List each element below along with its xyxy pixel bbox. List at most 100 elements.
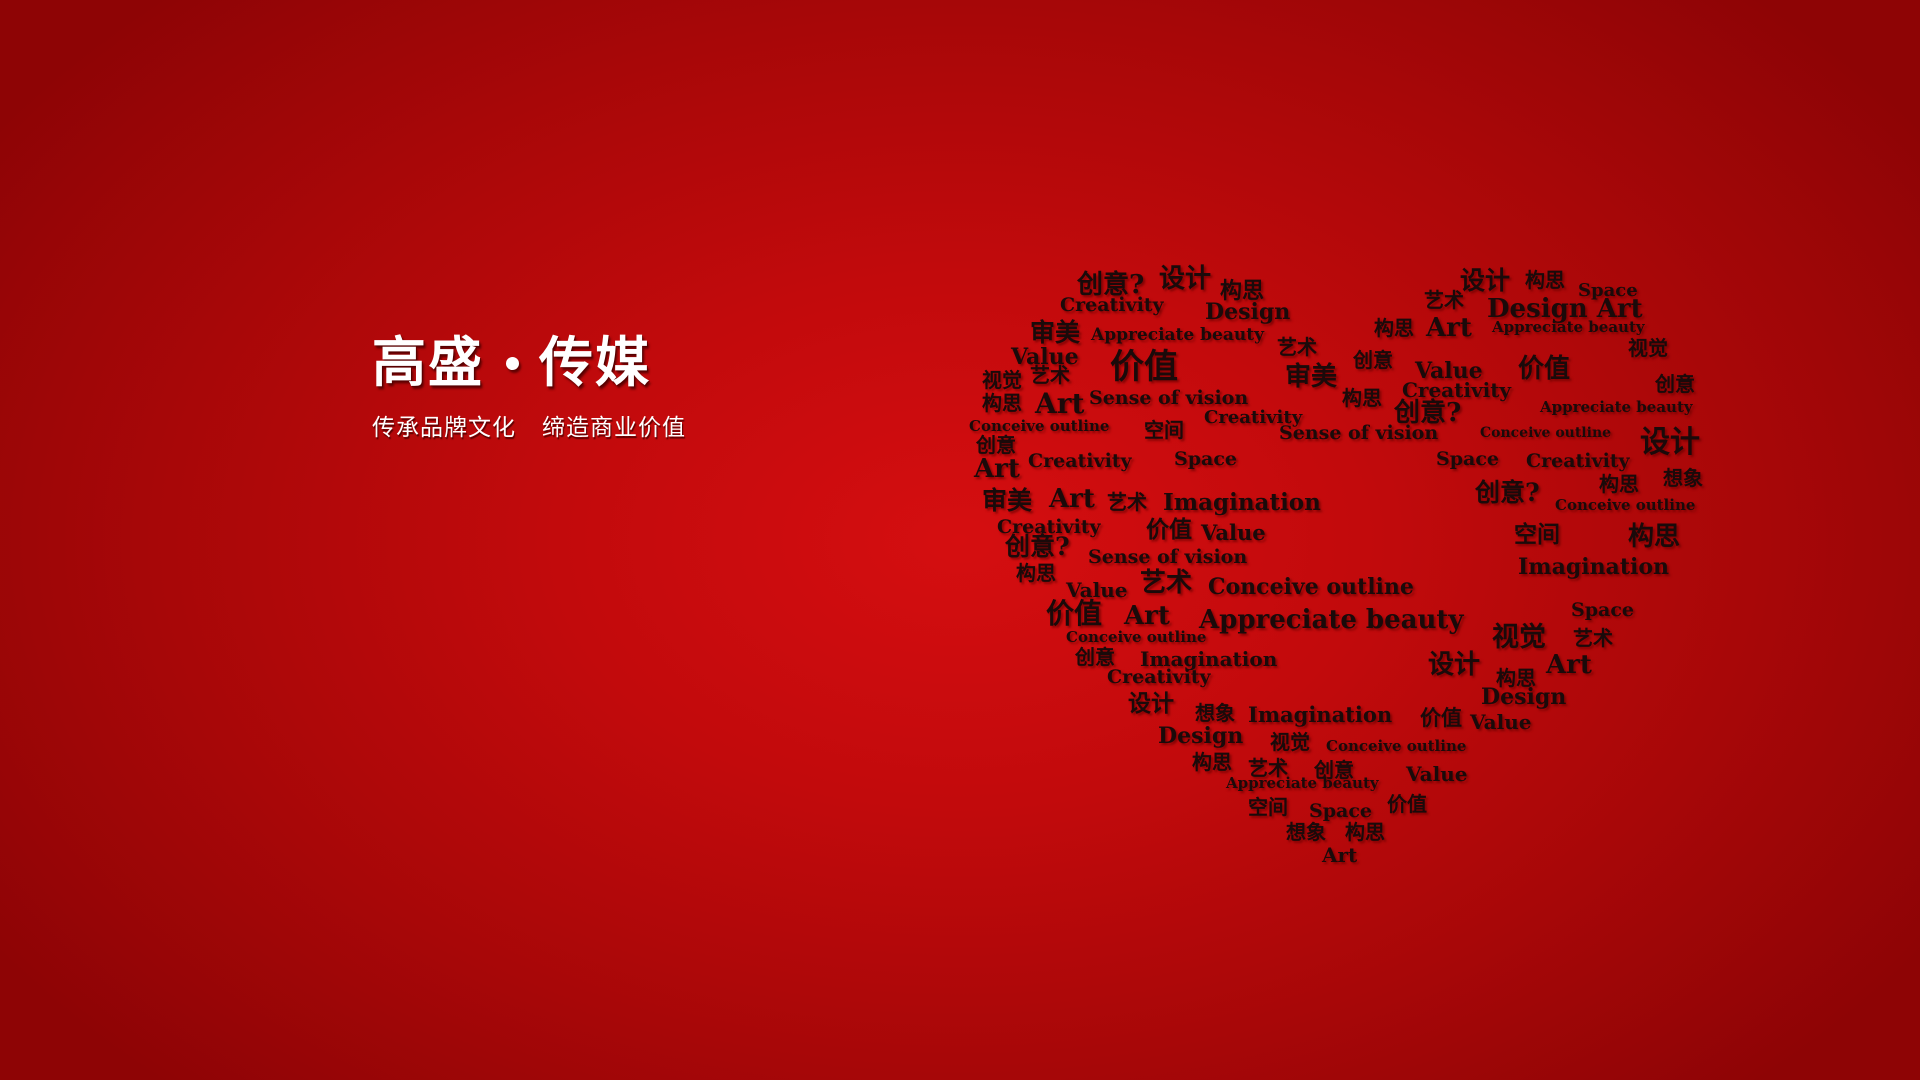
heart-word: Space <box>1174 448 1237 470</box>
heart-word: 价值 <box>1420 705 1462 730</box>
heart-word: 设计 <box>1159 264 1212 294</box>
heart-word: 想象 <box>1195 701 1235 725</box>
heart-word: 艺术 <box>1107 490 1147 514</box>
heart-word: Art <box>1124 601 1170 631</box>
heart-word: 视觉 <box>982 368 1022 392</box>
heart-word: Appreciate beauty <box>1226 774 1379 792</box>
heart-word: Creativity <box>1204 407 1303 428</box>
heart-word: 价值 <box>1110 347 1178 387</box>
heart-word: Conceive outline <box>969 417 1110 435</box>
heart-word: 创意 <box>1655 372 1695 396</box>
heart-word: Value <box>1201 520 1266 545</box>
heart-word: Imagination <box>1248 702 1393 727</box>
heart-word: Appreciate beauty <box>1540 398 1693 416</box>
heart-word: 设计 <box>1460 266 1511 295</box>
heart-word: Design <box>1481 684 1567 710</box>
brand-separator-dot <box>506 356 519 370</box>
heart-word: 价值 <box>1518 354 1571 384</box>
heart-word: Design Art <box>1487 294 1643 324</box>
heart-word: 构思 <box>1345 820 1385 844</box>
heart-word: Design <box>1205 299 1291 325</box>
heart-word: Conceive outline <box>1208 574 1414 600</box>
heart-word: Space <box>1571 599 1634 621</box>
heart-word: Creativity <box>997 516 1101 538</box>
heart-word: 构思 <box>1374 316 1414 340</box>
heart-word: 想象 <box>1663 466 1703 490</box>
heart-word: Appreciate beauty <box>1091 325 1264 345</box>
heart-word: 构思 <box>1628 522 1681 552</box>
heart-word: 想象 <box>1286 820 1326 844</box>
heart-word: Creativity <box>1402 378 1512 402</box>
heart-word: Creativity <box>1028 450 1132 472</box>
heart-word: Conceive outline <box>1326 737 1467 755</box>
heart-word: Appreciate beauty <box>1199 605 1464 635</box>
brand-block: 高盛 传媒 传承品牌文化 缔造商业价值 <box>372 336 772 442</box>
heart-word: 艺术 <box>1424 288 1464 312</box>
heart-word: 审美 <box>982 486 1033 515</box>
heart-word: 创意? <box>1475 478 1540 507</box>
heart-word: Sense of vision <box>1279 422 1439 444</box>
heart-word: 审美 <box>1030 318 1081 347</box>
heart-word: Space <box>1309 800 1372 822</box>
heart-word: Art <box>1035 387 1085 420</box>
heart-word: 创意? <box>1394 398 1462 428</box>
heart-word: 空间 <box>1514 521 1560 548</box>
heart-word: 构思 <box>1342 386 1382 410</box>
heart-word: 创意 <box>1314 758 1354 782</box>
heart-word: Conceive outline <box>1066 628 1207 646</box>
heart-word: Value <box>1406 762 1468 786</box>
heart-word: Creativity <box>1526 450 1630 472</box>
heart-word: 视觉 <box>1492 622 1546 653</box>
heart-word: Art <box>1322 843 1358 867</box>
heart-word: 价值 <box>1387 792 1427 816</box>
heart-word: 创意 <box>1353 348 1393 372</box>
brand-slogan: 传承品牌文化 缔造商业价值 <box>372 408 772 442</box>
heart-word: 艺术 <box>1140 568 1193 598</box>
heart-word: Design <box>1158 723 1244 749</box>
slogan-right: 缔造商业价值 <box>542 415 686 441</box>
heart-word: Appreciate beauty <box>1492 318 1645 336</box>
heart-word: Imagination <box>1163 489 1321 516</box>
heart-word: 空间 <box>1248 795 1288 819</box>
heart-word: 创意? <box>1005 532 1070 561</box>
heart-word: 构思 <box>1016 561 1056 585</box>
heart-word: 审美 <box>1285 362 1338 392</box>
heart-word: Space <box>1578 280 1638 301</box>
heart-word: Value <box>1415 358 1483 384</box>
brand-title: 高盛 传媒 <box>372 336 772 390</box>
heart-word: Art <box>1049 484 1095 514</box>
heart-word: 创意 <box>1075 645 1115 669</box>
heart-word: 构思 <box>982 391 1022 415</box>
heart-word: 价值 <box>1046 597 1103 630</box>
heart-word: 艺术 <box>1573 626 1613 650</box>
slogan-left: 传承品牌文化 <box>372 415 516 441</box>
heart-word: Art <box>1426 313 1472 343</box>
heart-word: 创意? <box>1077 270 1145 300</box>
heart-word: Conceive outline <box>1555 496 1696 514</box>
heart-word: Sense of vision <box>1088 546 1248 568</box>
heart-word: 构思 <box>1525 268 1565 292</box>
heart-word: 设计 <box>1640 425 1700 460</box>
heart-word: Value <box>1011 344 1079 370</box>
heart-word: 设计 <box>1128 690 1174 717</box>
heart-word: 构思 <box>1599 472 1639 496</box>
heart-word: Sense of vision <box>1089 387 1249 409</box>
heart-word: 创意 <box>976 433 1016 457</box>
heart-word: 价值 <box>1146 516 1192 543</box>
heart-word: 视觉 <box>1628 336 1668 360</box>
heart-word: Imagination <box>1518 554 1670 580</box>
heart-word: 艺术 <box>1277 335 1317 359</box>
heart-word: 设计 <box>1428 650 1481 680</box>
brand-title-right: 传媒 <box>539 331 651 394</box>
heart-word: 艺术 <box>1248 756 1288 780</box>
heart-word: Art <box>1546 650 1592 680</box>
heart-word: Value <box>1066 578 1128 602</box>
heart-word: 构思 <box>1496 666 1536 690</box>
heart-word: Imagination <box>1140 647 1278 671</box>
heart-word: 视觉 <box>1270 730 1310 754</box>
brand-title-left: 高盛 <box>372 331 484 394</box>
heart-word: Creativity <box>1107 666 1211 688</box>
heart-word: 空间 <box>1144 418 1184 442</box>
heart-word: 艺术 <box>1030 363 1070 387</box>
